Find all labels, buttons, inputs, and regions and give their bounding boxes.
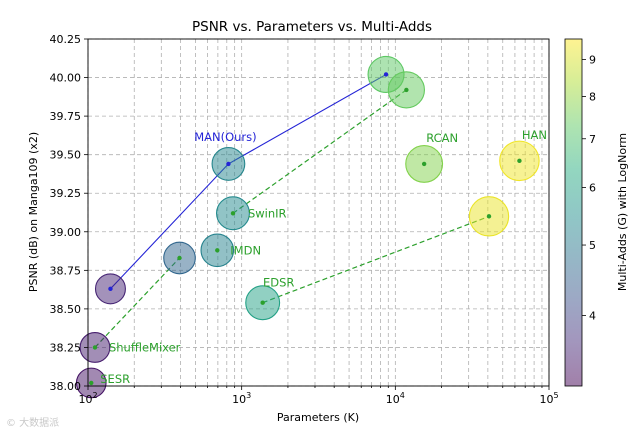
point-marker	[226, 161, 231, 167]
plot-frame	[87, 38, 550, 387]
y-tick-label: 39.00	[50, 226, 82, 239]
model-label: SESR	[100, 372, 130, 386]
tick-layer: 102 103 104 105 38.00 38.25 38.50 38.75 39.00 39.…	[50, 33, 559, 406]
point-marker	[177, 255, 182, 261]
x-tick-label: 103	[232, 391, 251, 406]
model-label: IMDN	[230, 243, 261, 257]
colorbar-label: Multi-Adds (G) with LogNorm	[616, 133, 629, 291]
x-tick-label: 102	[78, 391, 97, 406]
y-tick-label: 40.00	[50, 72, 82, 85]
y-tick-label: 39.50	[50, 149, 82, 162]
model-label: ShuffleMixer	[109, 340, 181, 354]
model-label: RCAN	[426, 131, 458, 145]
point-marker	[404, 87, 409, 93]
label-layer: SESR ShuffleMixer IMDN MAN(Ours) SwinIR EDSR R…	[100, 128, 547, 386]
model-label: SwinIR	[248, 206, 287, 220]
series-line-edsr	[262, 215, 490, 304]
y-axis-label: PSNR (dB) on Manga109 (x2)	[27, 132, 40, 292]
series-line-swinir	[232, 89, 407, 214]
model-label: EDSR	[263, 276, 294, 290]
point-marker	[260, 300, 265, 305]
watermark: © 大数据派	[6, 418, 60, 429]
bubble-layer	[75, 55, 540, 399]
colorbar-ticks: 4 5 6 7 8 9	[582, 53, 596, 323]
x-tick-label: 105	[539, 391, 558, 406]
colorbar-tick-label: 4	[589, 310, 596, 323]
y-tick-label: 38.00	[50, 380, 82, 393]
point-marker	[108, 286, 113, 292]
point-marker	[486, 214, 492, 219]
point-marker	[215, 248, 220, 253]
point-marker	[517, 158, 522, 164]
point-marker	[89, 380, 94, 386]
colorbar-tick-label: 7	[589, 133, 596, 146]
y-tick-label: 38.25	[50, 341, 82, 354]
colorbar-tick-label: 5	[589, 239, 596, 252]
point-marker	[92, 345, 98, 350]
y-tick-label: 39.75	[50, 110, 82, 123]
y-tick-label: 38.50	[50, 303, 82, 316]
colorbar-tick-label: 6	[589, 181, 596, 194]
point-marker	[421, 161, 427, 167]
y-tick-label: 40.25	[50, 33, 82, 46]
y-tick-label: 38.75	[50, 264, 82, 277]
series-line-shufflemixer	[94, 257, 180, 348]
series-layer	[94, 74, 490, 348]
model-label: MAN(Ours)	[194, 130, 256, 144]
x-axis-label: Parameters (K)	[277, 411, 359, 424]
colorbar-tick-label: 8	[589, 91, 596, 104]
grid-layer	[87, 38, 550, 387]
model-label: HAN	[522, 128, 547, 142]
chart-title: PSNR vs. Parameters vs. Multi-Adds	[192, 19, 432, 35]
point-marker	[230, 211, 236, 216]
colorbar	[564, 38, 583, 387]
y-tick-label: 39.25	[50, 187, 82, 200]
x-tick-label: 104	[386, 391, 405, 406]
point-marker	[383, 72, 389, 77]
colorbar-tick-label: 9	[589, 53, 596, 66]
